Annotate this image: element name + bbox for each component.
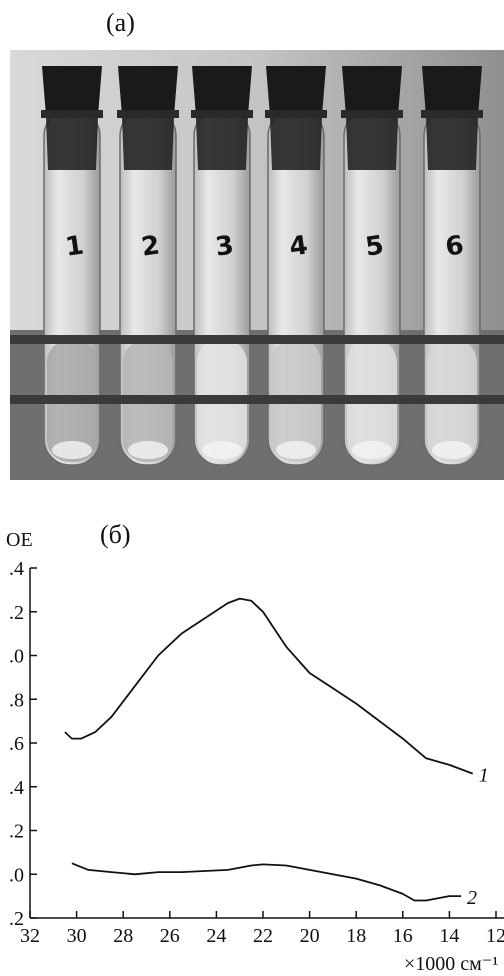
x-axis-label: ×1000 см⁻¹ [404,953,498,975]
x-tick-label: 16 [393,925,413,947]
x-tick-label: 22 [253,925,273,947]
y-tick-label: .4 [9,558,24,580]
stopper-lower [46,118,98,170]
stopper-rim [421,110,483,118]
tube-sediment [52,441,92,459]
tube-sediment [432,441,472,459]
tube-sediment [128,441,168,459]
test-tube: 5 [341,66,403,466]
rack-bar-top [10,335,504,344]
tube-number-label: 3 [214,230,236,262]
stopper-lower [426,118,478,170]
x-ticks: 32 30 28 26 24 22 20 18 16 14 12 [20,911,504,947]
chart-axes [29,568,504,919]
stopper [342,66,402,116]
rack-bar-lower [10,395,504,404]
tube-number-label: 4 [288,230,310,262]
x-tick-label: 12 [486,925,504,947]
test-tube: 3 [191,66,253,466]
y-tick-label: .2 [9,821,24,843]
y-tick-label: .0 [9,646,24,668]
series-1-line [64,597,474,775]
panel-b-label: (б) [100,520,131,549]
y-axis-label: OE [6,529,33,551]
tube-number-label: 2 [140,230,162,262]
y-tick-label: .0 [9,864,24,886]
chart-series: 12 [64,597,489,909]
stopper [118,66,178,116]
stopper-rim [191,110,253,118]
y-tick-label: .6 [9,733,24,755]
stopper [42,66,102,116]
x-tick-label: 20 [300,925,320,947]
panel-a-label: (a) [106,8,135,37]
y-tick-label: .2 [9,908,24,930]
stopper-rim [41,110,103,118]
tube-number-label: 5 [364,230,386,262]
x-tick-label: 18 [346,925,366,947]
test-tubes-photo: 1 2 3 4 5 6 [10,50,504,480]
tube-number-label: 6 [444,230,466,262]
test-tube: 6 [421,66,483,466]
test-tube: 1 [41,66,103,466]
tube-sediment [202,441,242,459]
stopper-lower [346,118,398,170]
y-ticks: .4 .2 .0 .8 .6 .4 .2 .0 .2 [9,558,37,930]
tube-sediment [276,441,316,459]
x-tick-label: 30 [67,925,87,947]
x-tick-label: 26 [160,925,180,947]
stopper [192,66,252,116]
series-2-label: 2 [467,887,477,909]
stopper-rim [341,110,403,118]
tube-sediment [352,441,392,459]
x-tick-label: 14 [439,925,459,947]
series-2-line [71,862,462,902]
absorbance-spectrum-chart: OE .4 .2 .0 .8 .6 .4 .2 .0 .2 32 30 28 26 24 22 20 18 16… [6,529,504,975]
stopper [422,66,482,116]
stopper-rim [265,110,327,118]
stopper-lower [122,118,174,170]
x-tick-label: 28 [113,925,133,947]
test-tube: 2 [117,66,179,466]
y-tick-label: .2 [9,602,24,624]
test-tube-group: 1 2 3 4 5 6 [41,66,483,466]
y-tick-label: .4 [9,777,24,799]
test-tube: 4 [265,66,327,466]
series-1-label: 1 [479,765,489,787]
tube-number-label: 1 [64,230,86,262]
y-tick-label: .8 [9,689,24,711]
x-tick-label: 24 [206,925,226,947]
stopper-rim [117,110,179,118]
x-tick-label: 32 [20,925,40,947]
stopper-lower [270,118,322,170]
stopper-lower [196,118,248,170]
stopper [266,66,326,116]
